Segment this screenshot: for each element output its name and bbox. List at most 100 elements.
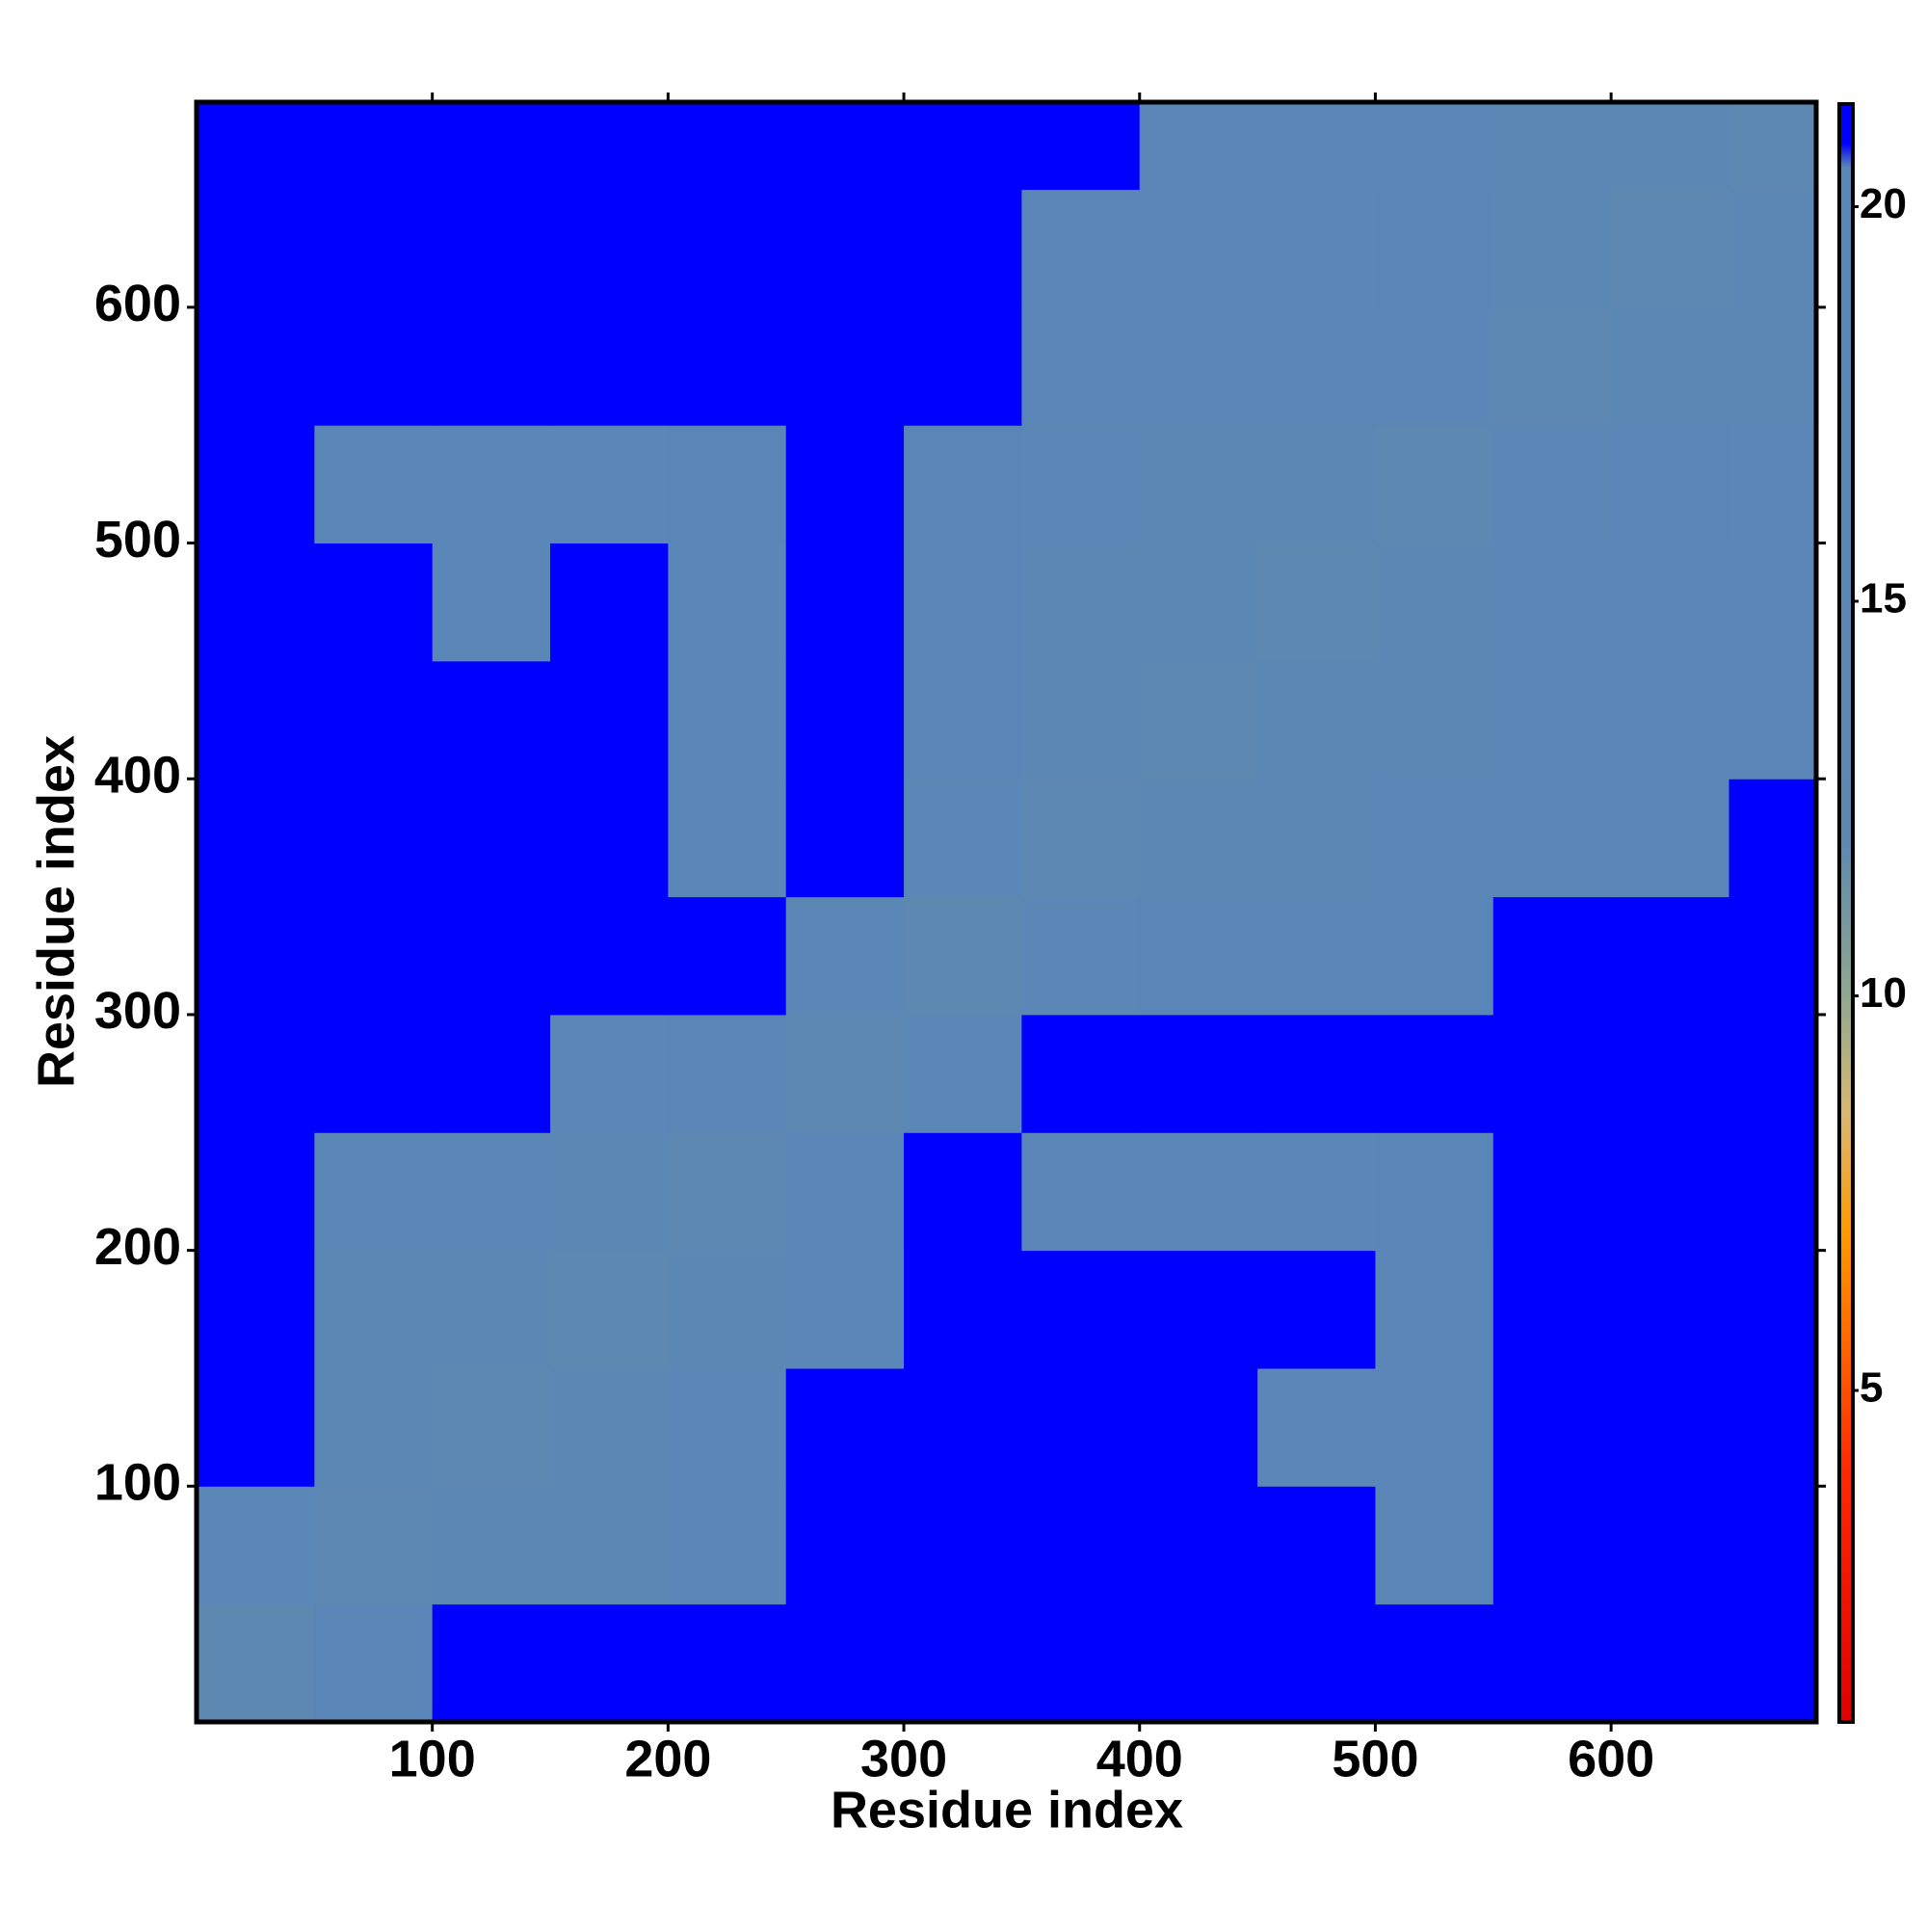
y-tick-label: 600 xyxy=(94,275,181,332)
y-tick-label: 300 xyxy=(94,982,181,1040)
heatmap-cell xyxy=(904,1367,1022,1487)
heatmap xyxy=(197,102,1817,1723)
heatmap-cell xyxy=(1021,1250,1141,1369)
heatmap-cell xyxy=(668,543,787,662)
heatmap-cell xyxy=(785,660,905,780)
heatmap-cell xyxy=(904,779,1022,898)
x-tick-label: 300 xyxy=(860,1730,947,1787)
heatmap-cell xyxy=(1021,660,1141,780)
heatmap-cell xyxy=(1257,1603,1376,1723)
colorbar-tick-label: 20 xyxy=(1860,180,1907,227)
heatmap-cell xyxy=(668,1014,787,1133)
heatmap-cell xyxy=(1611,1486,1729,1605)
heatmap-cell xyxy=(1729,425,1817,544)
heatmap-cell xyxy=(314,102,434,191)
heatmap-cell xyxy=(550,543,669,662)
heatmap-cell xyxy=(1257,1250,1376,1369)
heatmap-cell xyxy=(904,543,1022,662)
heatmap-cell xyxy=(1611,543,1729,662)
heatmap-cell xyxy=(1139,102,1258,191)
heatmap-cell xyxy=(668,189,787,308)
heatmap-cell xyxy=(1375,1132,1494,1252)
heatmap-cell xyxy=(1139,306,1258,426)
heatmap-cell xyxy=(1139,896,1258,1016)
heatmap-cell xyxy=(1492,1603,1612,1723)
heatmap-cell xyxy=(1375,1367,1494,1487)
heatmap-cell xyxy=(1611,779,1729,898)
heatmap-cell xyxy=(1257,1486,1376,1605)
heatmap-cell xyxy=(197,1132,315,1252)
heatmap-cell xyxy=(1729,1014,1817,1133)
heatmap-cell xyxy=(668,1367,787,1487)
heatmap-cell xyxy=(1139,425,1258,544)
x-axis-title: Residue index xyxy=(831,1781,1183,1839)
heatmap-cell xyxy=(1611,1603,1729,1723)
heatmap-cell xyxy=(197,896,315,1016)
heatmap-cell xyxy=(197,102,315,191)
heatmap-cell xyxy=(1611,1250,1729,1369)
heatmap-cell xyxy=(1375,660,1494,780)
heatmap-cell xyxy=(1139,1132,1258,1252)
heatmap-cell xyxy=(668,1486,787,1605)
heatmap-cell xyxy=(904,102,1022,191)
heatmap-cell xyxy=(1021,1603,1141,1723)
colorbar-tick-label: 10 xyxy=(1860,969,1907,1017)
heatmap-cell xyxy=(904,1603,1022,1723)
heatmap-cell xyxy=(1139,660,1258,780)
heatmap-cell xyxy=(785,543,905,662)
heatmap-cell xyxy=(1257,306,1376,426)
heatmap-cell xyxy=(197,425,315,544)
heatmap-cell xyxy=(197,543,315,662)
heatmap-cell xyxy=(314,1486,434,1605)
heatmap-cell xyxy=(1611,425,1729,544)
heatmap-cell xyxy=(197,1014,315,1133)
heatmap-cell xyxy=(1257,1367,1376,1487)
heatmap-cell xyxy=(668,1132,787,1252)
heatmap-cell xyxy=(1139,1014,1258,1133)
heatmap-cell xyxy=(1729,189,1817,308)
heatmap-cell xyxy=(1492,425,1612,544)
heatmap-cell xyxy=(1729,1250,1817,1369)
heatmap-cell xyxy=(314,1603,434,1723)
heatmap-cell xyxy=(314,1367,434,1487)
heatmap-cell xyxy=(432,1603,551,1723)
heatmap-cell xyxy=(1729,660,1817,780)
heatmap-cell xyxy=(1729,1367,1817,1487)
heatmap-cell xyxy=(1139,1367,1258,1487)
heatmap-cell xyxy=(314,660,434,780)
heatmap-cell xyxy=(1729,306,1817,426)
heatmap-cell xyxy=(904,660,1022,780)
heatmap-cell xyxy=(1021,1367,1141,1487)
heatmap-cell xyxy=(314,543,434,662)
heatmap-cell xyxy=(1375,1486,1494,1605)
heatmap-cell xyxy=(197,1486,315,1605)
heatmap-cell xyxy=(432,189,551,308)
heatmap-cell xyxy=(550,102,669,191)
heatmap-cell xyxy=(1257,896,1376,1016)
heatmap-cell xyxy=(197,1250,315,1369)
heatmap-cell xyxy=(1139,1603,1258,1723)
y-tick-label: 500 xyxy=(94,511,181,569)
heatmap-cell xyxy=(668,660,787,780)
heatmap-cell xyxy=(1139,779,1258,898)
heatmap-cell xyxy=(785,1603,905,1723)
heatmap-cell xyxy=(1729,896,1817,1016)
heatmap-cell xyxy=(550,1250,669,1369)
heatmap-cell xyxy=(785,1250,905,1369)
colorbar xyxy=(1837,102,1855,1724)
heatmap-cell xyxy=(1375,896,1494,1016)
heatmap-cell xyxy=(904,306,1022,426)
heatmap-cell xyxy=(432,1132,551,1252)
plot-frame xyxy=(194,99,1819,1725)
heatmap-cell xyxy=(785,189,905,308)
y-tick-label: 100 xyxy=(94,1454,181,1512)
heatmap-cell xyxy=(785,1132,905,1252)
heatmap-cell xyxy=(432,660,551,780)
heatmap-cell xyxy=(785,306,905,426)
heatmap-cell xyxy=(432,1367,551,1487)
heatmap-cell xyxy=(1139,1486,1258,1605)
heatmap-cell xyxy=(668,896,787,1016)
heatmap-cell xyxy=(1611,189,1729,308)
heatmap-cell xyxy=(1257,660,1376,780)
